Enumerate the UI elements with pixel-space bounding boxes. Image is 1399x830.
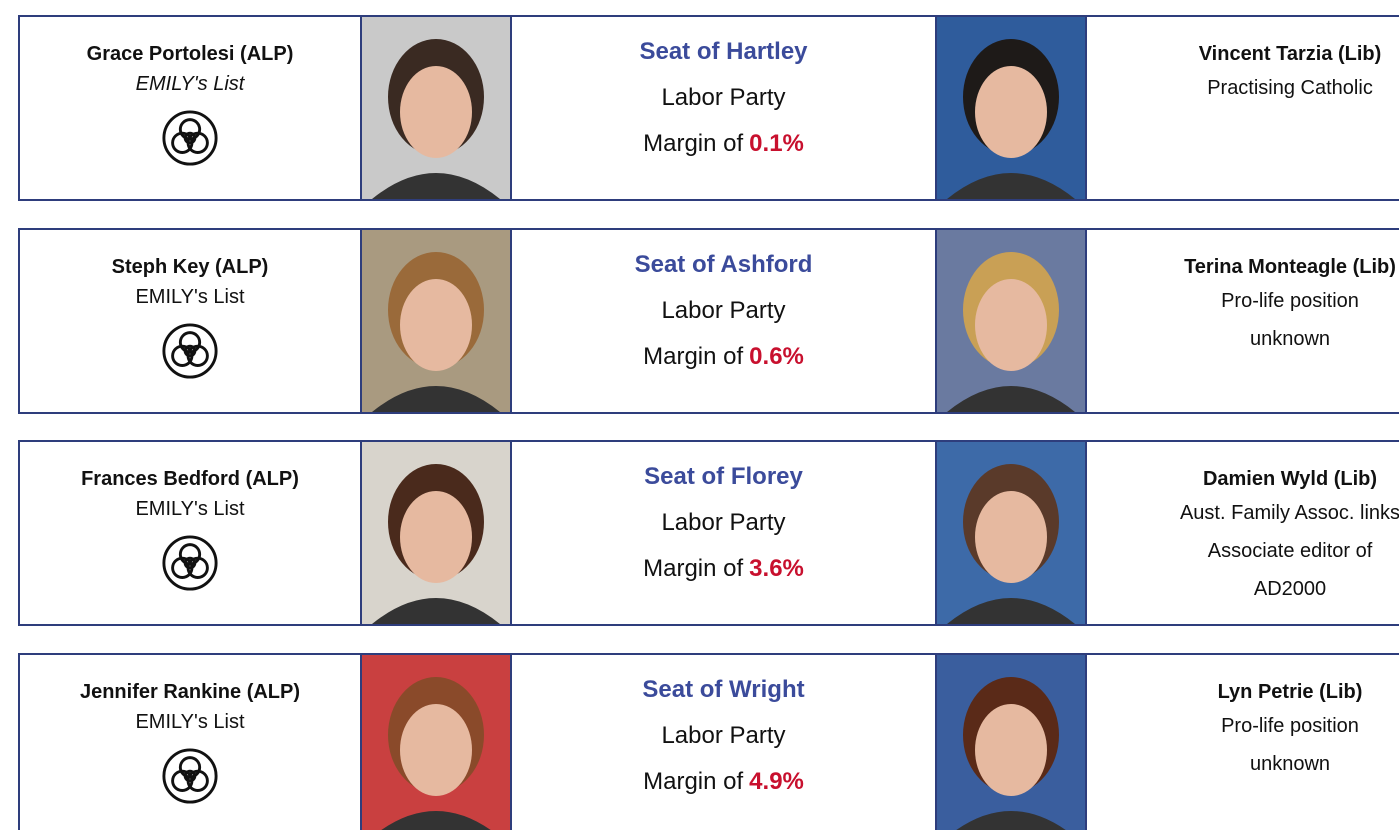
affiliation: EMILY's List [20, 707, 360, 737]
candidate-name: Lyn Petrie (Lib) [1087, 677, 1399, 707]
note: Pro-life position [1087, 707, 1399, 745]
left-candidate: Steph Key (ALP)EMILY's List [18, 228, 362, 414]
right-candidate: Damien Wyld (Lib)Aust. Family Assoc. lin… [1085, 440, 1399, 626]
seat-title: Seat of Florey [512, 462, 935, 508]
note: unknown [1087, 745, 1399, 783]
affiliation: EMILY's List [20, 494, 360, 524]
candidate-photo [360, 653, 512, 830]
note: unknown [1087, 320, 1399, 358]
left-candidate: Grace Portolesi (ALP)EMILY's List [18, 15, 362, 201]
row: Frances Bedford (ALP)EMILY's List Seat o… [18, 440, 1399, 626]
margin-value: 4.9% [749, 768, 804, 795]
biohazard-icon [161, 534, 219, 592]
candidate-photo [935, 653, 1087, 830]
left-candidate: Jennifer Rankine (ALP)EMILY's List [18, 653, 362, 830]
left-candidate: Frances Bedford (ALP)EMILY's List [18, 440, 362, 626]
candidate-photo [360, 440, 512, 626]
photo-placeholder [937, 230, 1085, 412]
photo-placeholder [362, 230, 510, 412]
seat-title: Seat of Wright [512, 675, 935, 721]
candidate-photo [360, 228, 512, 414]
note: Practising Catholic [1087, 69, 1399, 107]
biohazard-icon [161, 322, 219, 380]
row: Jennifer Rankine (ALP)EMILY's List Seat … [18, 653, 1399, 830]
note: Pro-life position [1087, 282, 1399, 320]
candidate-name: Terina Monteagle (Lib) [1087, 252, 1399, 282]
margin-label: Margin of [643, 768, 743, 795]
candidate-name: Jennifer Rankine (ALP) [20, 677, 360, 707]
candidate-name: Frances Bedford (ALP) [20, 464, 360, 494]
photo-placeholder [937, 655, 1085, 830]
party: Labor Party [512, 296, 935, 342]
photo-placeholder [362, 442, 510, 624]
margin-label: Margin of [643, 343, 743, 370]
margin-value: 3.6% [749, 555, 804, 582]
biohazard-icon [161, 747, 219, 805]
photo-placeholder [937, 17, 1085, 199]
photo-placeholder [937, 442, 1085, 624]
photo-placeholder [362, 655, 510, 830]
right-candidate: Vincent Tarzia (Lib)Practising Catholic [1085, 15, 1399, 201]
note: Aust. Family Assoc. links [1087, 494, 1399, 532]
candidate-photo [360, 15, 512, 201]
party: Labor Party [512, 83, 935, 129]
candidate-photo [935, 440, 1087, 626]
margin-value: 0.6% [749, 343, 804, 370]
party: Labor Party [512, 508, 935, 554]
candidate-photo [935, 15, 1087, 201]
candidate-name: Damien Wyld (Lib) [1087, 464, 1399, 494]
margin-value: 0.1% [749, 130, 804, 157]
candidate-name: Grace Portolesi (ALP) [20, 39, 360, 69]
affiliation: EMILY's List [20, 282, 360, 312]
margin-label: Margin of [643, 555, 743, 582]
photo-placeholder [362, 17, 510, 199]
seat-title: Seat of Hartley [512, 37, 935, 83]
page: Grace Portolesi (ALP)EMILY's List Seat o… [0, 0, 1399, 830]
margin-label: Margin of [643, 130, 743, 157]
affiliation: EMILY's List [20, 69, 360, 99]
party: Labor Party [512, 721, 935, 767]
candidate-photo [935, 228, 1087, 414]
seat-title: Seat of Ashford [512, 250, 935, 296]
candidate-name: Vincent Tarzia (Lib) [1087, 39, 1399, 69]
biohazard-icon [161, 109, 219, 167]
row: Steph Key (ALP)EMILY's List Seat of Ashf… [18, 228, 1399, 414]
row: Grace Portolesi (ALP)EMILY's List Seat o… [18, 15, 1399, 201]
note: Associate editor of [1087, 532, 1399, 570]
note: AD2000 [1087, 570, 1399, 608]
candidate-name: Steph Key (ALP) [20, 252, 360, 282]
